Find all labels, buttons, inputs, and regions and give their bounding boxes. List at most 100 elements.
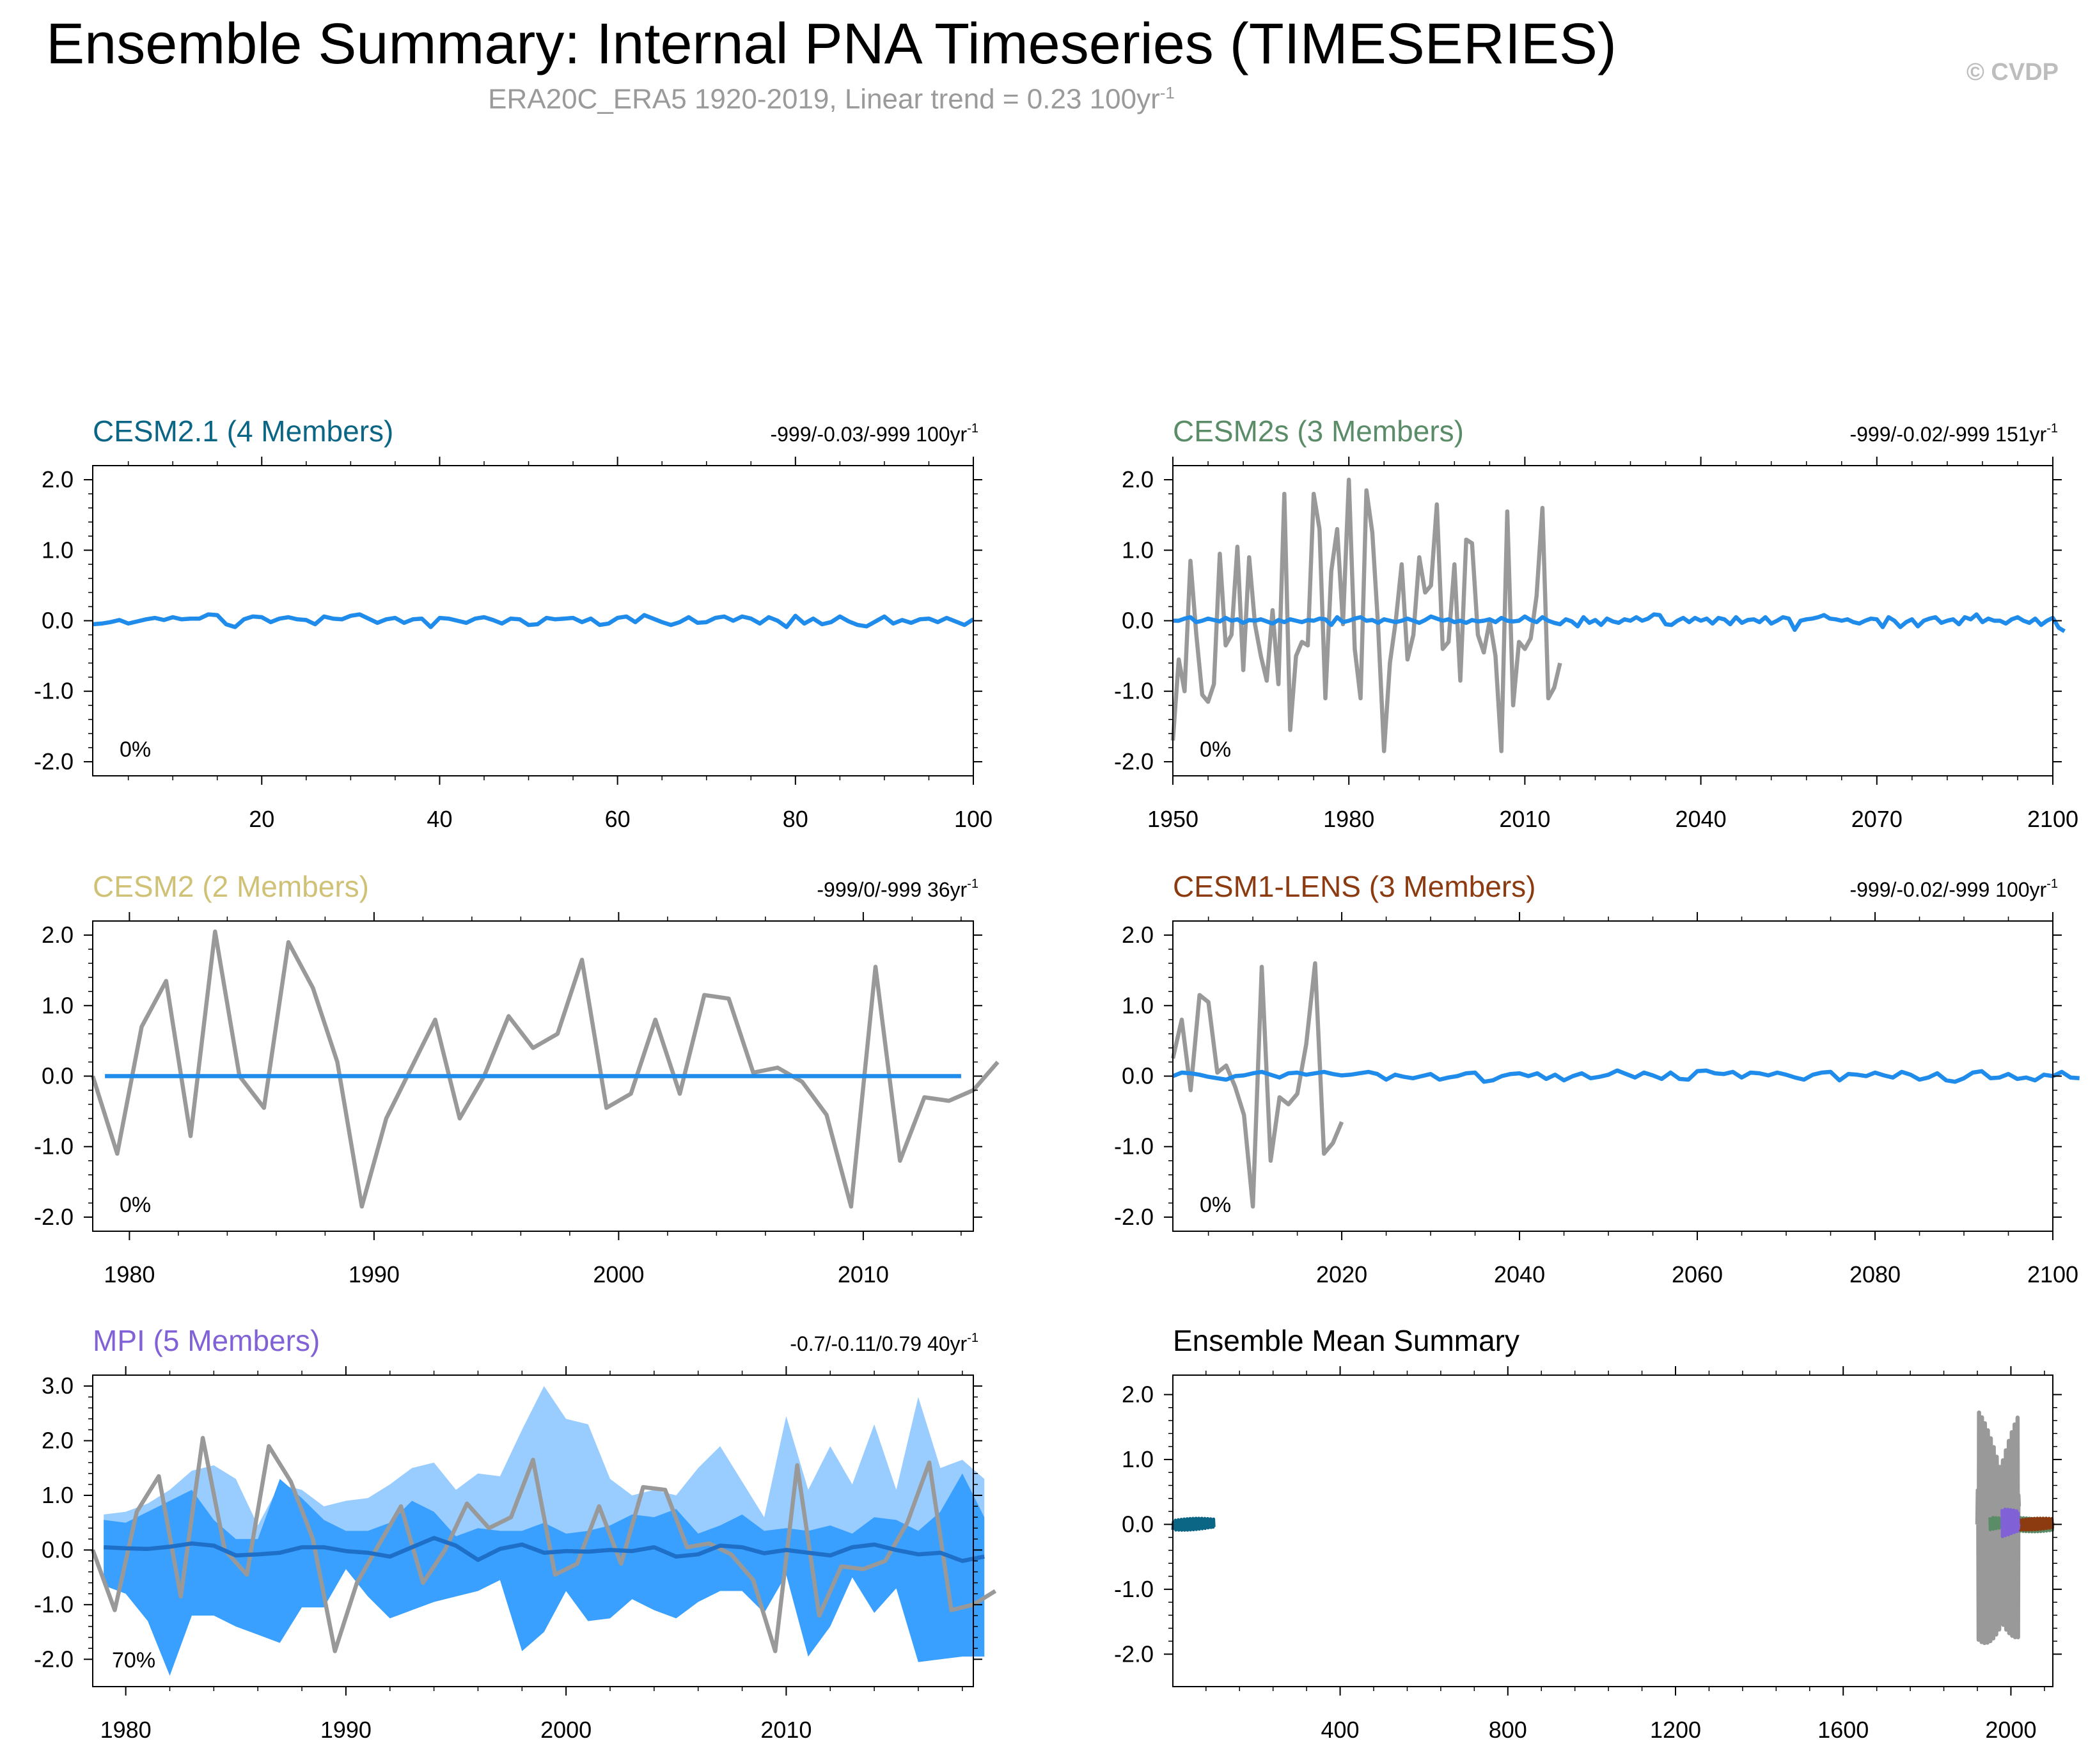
series-line-observations (1170, 477, 1562, 753)
percent-annotation: 0% (1200, 737, 1231, 762)
y-tick-label: 0.0 (1122, 1511, 1154, 1537)
x-tick-label: 400 (1321, 1717, 1360, 1743)
panel-stats-text: -999/-0.03/-999 100yr (770, 423, 967, 446)
x-tick-label: 2080 (1849, 1261, 1901, 1288)
x-tick-label: 1990 (320, 1717, 372, 1743)
panel-stats-superscript: -1 (2046, 877, 2058, 891)
x-tick-label: 1950 (1147, 806, 1198, 832)
series-line-ensemble-mean (1173, 612, 2066, 633)
panel-stats-superscript: -1 (967, 421, 978, 436)
y-tick-label: 2.0 (1122, 466, 1154, 492)
panel-stats: -999/0/-999 36yr-1 (817, 877, 978, 901)
panel-stats: -999/-0.02/-999 100yr-1 (1849, 877, 2058, 901)
y-tick-label: 0.0 (42, 1063, 74, 1089)
subtitle-text: ERA20C_ERA5 1920-2019, Linear trend = 0.… (488, 83, 1160, 115)
y-tick-label: -2.0 (34, 1204, 74, 1230)
panel-title: CESM2.1 (4 Members) (93, 414, 393, 448)
y-tick-label: -2.0 (1114, 748, 1154, 775)
y-tick-label: 0.0 (1122, 1063, 1154, 1089)
x-tick-label: 2010 (838, 1261, 889, 1288)
x-tick-label: 2020 (1316, 1261, 1367, 1288)
x-tick-label: 2100 (2027, 806, 2078, 832)
x-tick-label: 2070 (1851, 806, 1903, 832)
y-tick-label: 3.0 (42, 1373, 74, 1399)
panel-cesm2: CESM2 (2 Members) -999/0/-999 36yr-1 2.0 1.… (34, 870, 1000, 1288)
panel-cesm2-1: CESM2.1 (4 Members) -999/-0.03/-999 100yr… (34, 414, 993, 832)
x-tick-label: 20 (249, 806, 274, 832)
y-tick-label: -1.0 (1114, 1576, 1154, 1602)
panel-title: CESM2 (2 Members) (93, 870, 369, 903)
panel-stats-text: -999/-0.02/-999 151yr (1849, 423, 2046, 446)
x-tick-label: 2000 (540, 1717, 592, 1743)
x-tick-label: 100 (954, 806, 993, 832)
series-line-ensemble-mean (1172, 1068, 2080, 1084)
panel-stats: -0.7/-0.11/0.79 40yr-1 (790, 1331, 978, 1355)
panel-stats-superscript: -1 (967, 877, 978, 891)
percent-annotation: 70% (112, 1648, 155, 1673)
y-tick-label: 2.0 (42, 922, 74, 948)
series-line-observations (90, 929, 1000, 1209)
panel-stats-superscript: -1 (967, 1331, 978, 1345)
panel-ensemble-mean-summary: Ensemble Mean Summary 2.0 1.0 0.0 -1.0 -2.0 40… (1114, 1324, 2062, 1743)
x-tick-label: 2000 (593, 1261, 644, 1288)
y-tick-label: -1.0 (1114, 1133, 1154, 1160)
x-tick-label: 40 (427, 806, 452, 832)
panel-title: MPI (5 Members) (93, 1324, 320, 1357)
panel-title: CESM1-LENS (3 Members) (1173, 870, 1535, 903)
x-tick-label: 60 (605, 806, 631, 832)
y-tick-label: 2.0 (1122, 1381, 1154, 1407)
figure-subtitle: ERA20C_ERA5 1920-2019, Linear trend = 0.… (0, 83, 1663, 116)
panel-stats-text: -0.7/-0.11/0.79 40yr (790, 1332, 967, 1355)
panel-mpi: MPI (5 Members) -0.7/-0.11/0.79 40yr-1 3.0… (34, 1324, 997, 1743)
series-line-ensemble-mean (92, 612, 975, 629)
y-tick-label: 1.0 (1122, 992, 1154, 1018)
y-tick-label: 0.0 (42, 608, 74, 634)
plot-frame (1172, 1374, 2053, 1687)
x-tick-label: 2100 (2027, 1261, 2078, 1288)
band-inner-range (104, 1473, 985, 1676)
y-tick-label: -2.0 (1114, 1641, 1154, 1667)
panel-stats-superscript: -1 (2046, 421, 2058, 436)
panel-stats-text: -999/0/-999 36yr (817, 878, 967, 901)
panel-title: CESM2s (3 Members) (1173, 414, 1464, 448)
copyright-label: © CVDP (1966, 59, 2059, 86)
series-line-mpi (2000, 1508, 2021, 1538)
x-tick-label: 2010 (1499, 806, 1550, 832)
series-line-ensemble-mean (104, 1536, 985, 1563)
x-tick-label: 80 (783, 806, 808, 832)
y-tick-label: 2.0 (42, 466, 74, 492)
series-line-observations (1170, 961, 1344, 1209)
y-tick-label: -1.0 (34, 1591, 74, 1618)
panel-stats: -999/-0.03/-999 100yr-1 (770, 421, 978, 446)
percent-annotation: 0% (1200, 1193, 1231, 1217)
x-tick-label: 1200 (1650, 1717, 1701, 1743)
percent-annotation: 0% (120, 737, 151, 762)
y-tick-label: 0.0 (1122, 608, 1154, 634)
x-tick-label: 2040 (1676, 806, 1727, 832)
x-tick-label: 1980 (100, 1717, 152, 1743)
x-tick-label: 800 (1489, 1717, 1527, 1743)
y-tick-label: 1.0 (42, 1482, 74, 1508)
y-tick-label: 1.0 (42, 537, 74, 563)
subtitle-superscript: -1 (1159, 83, 1175, 102)
y-tick-label: -2.0 (34, 1646, 74, 1672)
figure-title: Ensemble Summary: Internal PNA Timeserie… (46, 12, 1617, 76)
x-tick-label: 2000 (1985, 1717, 2036, 1743)
x-tick-label: 1980 (104, 1261, 155, 1288)
series-line-cesm2-1 (1171, 1516, 1216, 1532)
y-tick-label: 1.0 (1122, 537, 1154, 563)
percent-annotation: 0% (120, 1193, 151, 1217)
x-tick-label: 1980 (1323, 806, 1374, 832)
panel-stats-text: -999/-0.02/-999 100yr (1849, 878, 2046, 901)
y-tick-label: 0.0 (42, 1536, 74, 1563)
y-tick-label: 1.0 (42, 992, 74, 1018)
y-tick-label: -2.0 (1114, 1204, 1154, 1230)
y-tick-label: -1.0 (34, 678, 74, 704)
x-tick-label: 2060 (1672, 1261, 1723, 1288)
y-tick-label: 2.0 (1122, 922, 1154, 948)
panel-stats: -999/-0.02/-999 151yr-1 (1849, 421, 2058, 446)
y-tick-label: -1.0 (34, 1133, 74, 1160)
x-tick-label: 1600 (1817, 1717, 1869, 1743)
y-tick-label: 1.0 (1122, 1446, 1154, 1472)
